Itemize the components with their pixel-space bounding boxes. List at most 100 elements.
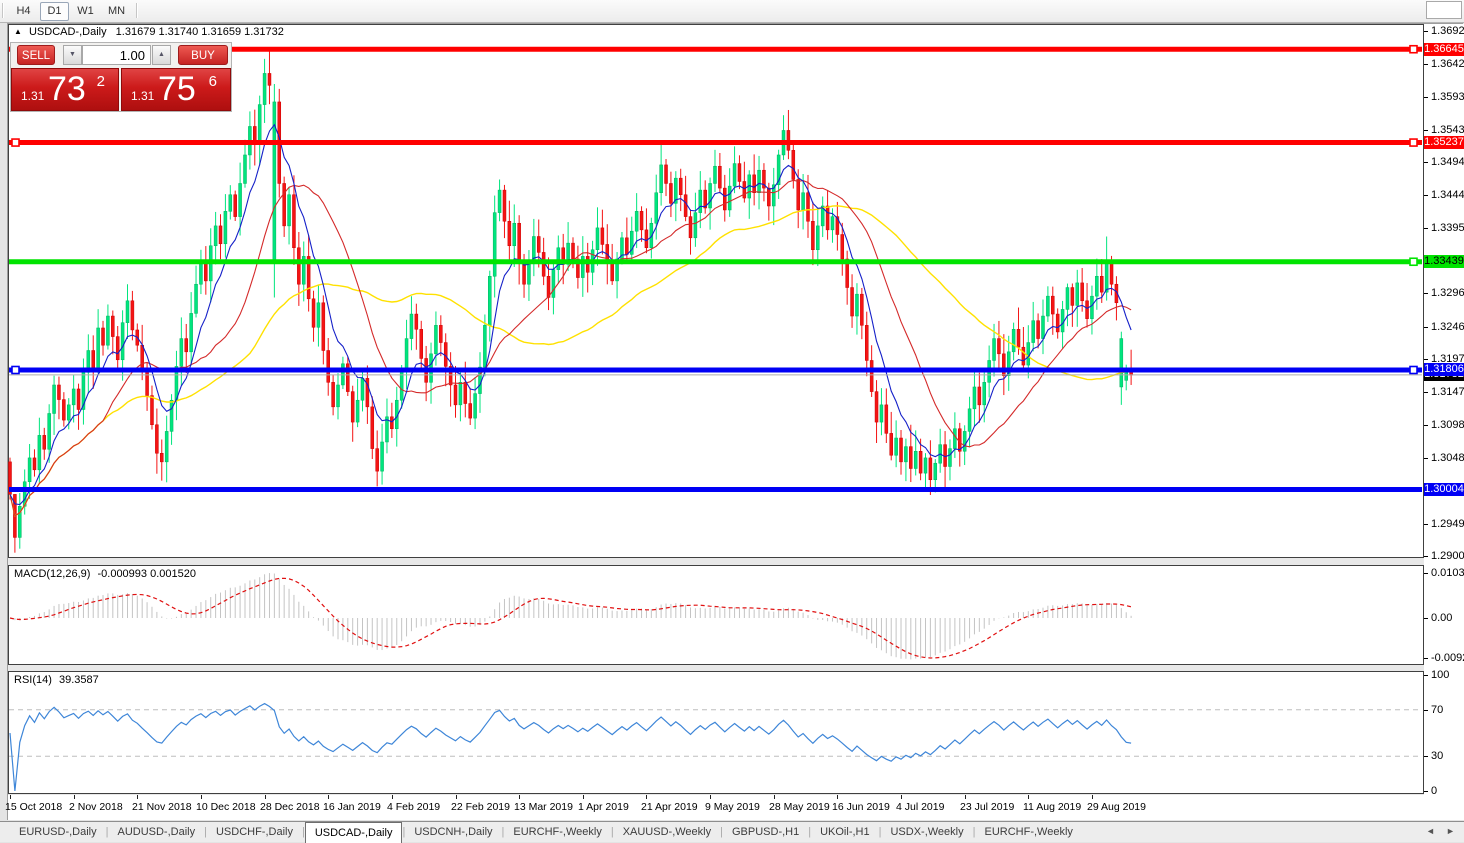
toolbar-grip [2, 3, 4, 18]
chart-tab[interactable]: USDCHF-,Daily [215, 826, 293, 838]
date-tick-mark [1028, 795, 1029, 799]
timeframe-toolbar: H4 D1 W1 MN [0, 0, 1464, 23]
price-axis-label: 1.35930 [1431, 91, 1464, 103]
level-price-badge: 1.30004 [1424, 482, 1464, 496]
rsi-name: RSI(14) [14, 674, 52, 686]
volume-decrease-button[interactable]: ▼ [63, 45, 82, 65]
macd-signal-line [9, 577, 1132, 659]
rsi-line [9, 702, 1132, 792]
date-tick-mark [646, 795, 647, 799]
chart-tab[interactable]: AUDUSD-,Daily [117, 826, 196, 838]
chart-tab[interactable]: EURCHF-,Weekly [513, 826, 602, 838]
date-axis-label: 15 Oct 2018 [5, 801, 63, 813]
buy-price-box[interactable]: 1.31 75 6 [121, 68, 231, 111]
sell-price-box[interactable]: 1.31 73 2 [11, 68, 119, 111]
buy-price-prefix: 1.31 [131, 89, 155, 103]
price-axis-label: 1.33950 [1431, 222, 1464, 234]
macd-axis-label: 0.010311 [1431, 567, 1464, 579]
macd-panel-canvas[interactable] [8, 565, 1424, 665]
timeframe-button-mn[interactable]: MN [107, 5, 126, 17]
rsi-panel-canvas[interactable] [8, 671, 1424, 794]
tab-separator: | [720, 826, 723, 838]
chart-tab[interactable]: UKOil-,H1 [820, 826, 870, 838]
axis-tick-mark [1424, 228, 1428, 229]
toolbar-separator [136, 3, 138, 18]
buy-button[interactable]: BUY [178, 45, 228, 65]
price-axis-label: 1.32460 [1431, 321, 1464, 333]
axis-tick-mark [1424, 359, 1428, 360]
rsi-axis-label: 100 [1431, 669, 1450, 681]
axis-tick-mark [1424, 162, 1428, 163]
macd-axis-label: 0.00 [1431, 612, 1453, 624]
sell-price-prefix: 1.31 [21, 89, 45, 103]
volume-input[interactable] [82, 45, 151, 65]
timeframe-button-h4[interactable]: H4 [16, 5, 31, 17]
chart-title: ▲ USDCAD-,Daily 1.31679 1.31740 1.31659 … [14, 26, 284, 38]
date-axis-label: 16 Jan 2019 [323, 801, 381, 813]
tab-scroll-right-icon[interactable]: ► [1446, 826, 1455, 836]
chart-tab[interactable]: XAUUSD-,Weekly [622, 826, 712, 838]
chart-title-ohlc: 1.31679 1.31740 1.31659 1.31732 [115, 26, 284, 38]
axis-tick-mark [1424, 97, 1428, 98]
macd-axis-label: -0.009203 [1431, 652, 1464, 664]
date-axis[interactable]: 15 Oct 2018 2 Nov 2018 21 Nov 2018 10 Dec 2… [5, 795, 1424, 820]
axis-tick-mark [1424, 675, 1428, 676]
price-chart-canvas[interactable] [8, 24, 1424, 558]
chart-tab[interactable]: USDX-,Weekly [890, 826, 964, 838]
date-axis-label: 28 Dec 2018 [260, 801, 320, 813]
date-tick-mark [392, 795, 393, 799]
price-axis-label: 1.36420 [1431, 58, 1464, 70]
axis-tick-mark [1424, 425, 1428, 426]
sell-button[interactable]: SELL [17, 45, 55, 65]
date-axis-label: 13 Mar 2019 [514, 801, 573, 813]
date-tick-mark [965, 795, 966, 799]
date-axis-label: 9 May 2019 [705, 801, 760, 813]
date-axis-label: 21 Nov 2018 [132, 801, 192, 813]
date-tick-mark [265, 795, 266, 799]
tab-separator: | [105, 826, 109, 838]
date-axis-label: 11 Aug 2019 [1023, 801, 1082, 813]
axis-tick-mark [1424, 710, 1428, 711]
tab-separator: | [808, 826, 812, 838]
tab-separator: | [501, 826, 505, 838]
axis-tick-mark [1424, 327, 1428, 328]
tab-scroll-left-icon[interactable]: ◄ [1426, 826, 1435, 836]
price-axis-label: 1.32960 [1431, 287, 1464, 299]
timeframe-button-w1[interactable]: W1 [77, 5, 94, 17]
axis-tick-mark [1424, 31, 1428, 32]
tab-separator: | [402, 826, 406, 838]
toolbar-mini-window [1426, 1, 1462, 19]
rsi-axis-label: 30 [1431, 750, 1444, 762]
axis-tick-mark [1424, 756, 1428, 757]
axis-tick-mark [1424, 293, 1428, 294]
timeframe-button-d1[interactable]: D1 [40, 2, 69, 21]
chart-tab[interactable]: USDCNH-,Daily [414, 826, 493, 838]
axis-tick-mark [1424, 524, 1428, 525]
chart-tab[interactable]: EURCHF-,Weekly [984, 826, 1073, 838]
candles [8, 49, 1133, 553]
collapse-triangle-icon[interactable]: ▲ [14, 27, 22, 36]
volume-increase-button[interactable]: ▲ [152, 45, 171, 65]
date-tick-mark [10, 795, 11, 799]
price-axis-label: 1.31470 [1431, 386, 1464, 398]
price-axis-label: 1.29490 [1431, 518, 1464, 530]
date-tick-mark [1092, 795, 1093, 799]
price-axis-label: 1.30980 [1431, 419, 1464, 431]
axis-tick-mark [1424, 392, 1428, 393]
chart-tab[interactable]: GBPUSD-,H1 [731, 826, 800, 838]
date-axis-label: 22 Feb 2019 [451, 801, 510, 813]
date-axis-label: 23 Jul 2019 [960, 801, 1015, 813]
price-axis-label: 1.34440 [1431, 189, 1464, 201]
price-axis-label: 1.30480 [1431, 452, 1464, 464]
level-price-badge: 1.33439 [1424, 255, 1464, 269]
axis-tick-mark [1424, 195, 1428, 196]
axis-tick-mark [1424, 556, 1428, 557]
macd-values: -0.000993 0.001520 [97, 568, 196, 580]
tab-separator: | [878, 826, 882, 838]
rsi-axis-label: 0 [1431, 785, 1438, 797]
chart-tab[interactable]: USDCAD-,Daily [304, 821, 403, 843]
date-tick-mark [774, 795, 775, 799]
tab-separator: | [972, 826, 976, 838]
chart-tab[interactable]: EURUSD-,Daily [19, 826, 97, 838]
buy-price-big: 75 [158, 70, 196, 108]
